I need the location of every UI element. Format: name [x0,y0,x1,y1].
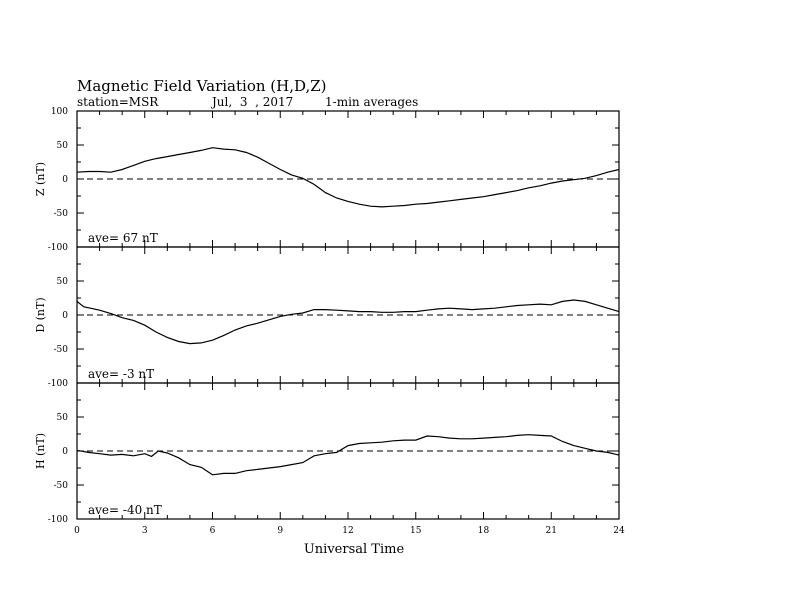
average-annotation: ave= -3 nT [88,367,154,381]
panel-2: 50 0 -50 -100 H (nT) ave= -40 nT [34,382,620,525]
x-tick-label: 24 [613,526,625,536]
x-tick-label: 18 [478,526,490,536]
x-tick-label: 9 [277,526,283,536]
station-label: station=MSR [77,95,159,109]
x-tick-label: 6 [210,526,216,536]
y-tick-label: -50 [54,209,69,219]
x-tick-label: 3 [142,526,148,536]
x-axis-label: Universal Time [304,542,405,557]
y-tick-label: 0 [62,311,68,321]
chart-title: Magnetic Field Variation (H,D,Z) [77,77,327,95]
y-tick-label: -100 [48,243,68,253]
y-tick-label: 50 [57,141,69,151]
average-annotation: ave= 67 nT [88,231,158,245]
y-tick-label: 0 [62,447,68,457]
y-tick-label: 50 [57,413,69,423]
x-tick-label: 12 [342,526,353,536]
x-tick-label: 15 [410,526,422,536]
date-label: Jul, 3 , 2017 [210,95,293,109]
y-tick-label: 0 [62,175,68,185]
y-tick-label: -100 [48,379,68,389]
averaging-label: 1-min averages [325,95,418,109]
series-line [76,434,620,476]
y-tick-label: -100 [48,515,68,525]
x-tick-label: 21 [546,526,557,536]
y-tick-label: -50 [54,481,69,491]
y-tick-label: 100 [51,107,68,117]
y-tick-label: 50 [57,277,69,287]
series-line [76,299,620,345]
panel-1: 50 0 -50 -100 D (nT) ave= -3 nT [34,246,620,389]
y-axis-label: Z (nT) [34,162,47,196]
average-annotation: ave= -40 nT [88,503,162,517]
y-axis-label: D (nT) [34,297,47,332]
x-tick-label: 0 [74,526,80,536]
series-line [76,147,620,208]
y-axis-label: H (nT) [34,433,47,469]
y-tick-label: -50 [54,345,69,355]
panel-0: 100 50 0 -50 -100 Z (nT) ave= 67 nT [34,107,620,253]
panels-group: 100 50 0 -50 -100 Z (nT) ave= 67 nT 50 0 -50 -100 D… [34,107,625,536]
